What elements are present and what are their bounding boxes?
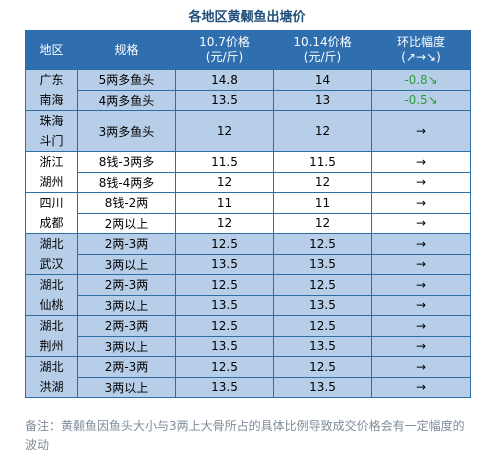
spec-cell: 3两以上 <box>77 253 176 275</box>
price-oct7-cell: 12 <box>175 110 274 152</box>
price-oct14-cell: 12 <box>273 212 372 234</box>
spec-cell: 2两-3两 <box>77 315 176 337</box>
table-row: 湖北 仙桃 2两-3两 12.5 12.5 → <box>25 274 471 316</box>
header-price-oct7: 10.7价格 (元/斤) <box>175 30 274 70</box>
price-oct14-cell: 12.5 <box>273 233 372 255</box>
price-oct7-cell: 13.5 <box>175 89 274 111</box>
spec-cell: 4两多鱼头 <box>77 89 176 111</box>
header-price-oct14: 10.14价格 (元/斤) <box>273 30 372 70</box>
change-cell: → <box>371 335 471 357</box>
table-body: 广东 南海 5两多鱼头 14.8 14 -0.8↘ 4两多鱼头 13.5 13 -0.5↘ 珠海 … <box>25 69 471 398</box>
price-oct14-cell: 13.5 <box>273 376 372 398</box>
change-cell: → <box>371 274 471 296</box>
spec-cell: 2两-3两 <box>77 274 176 296</box>
spec-cell: 3两以上 <box>77 294 176 316</box>
spec-cell: 2两-3两 <box>77 233 176 255</box>
table-row: 浙江 湖州 8钱-3两多 11.5 11.5 → <box>25 151 471 193</box>
price-oct7-cell: 14.8 <box>175 69 274 91</box>
spec-cell: 8钱-3两多 <box>77 151 176 173</box>
header-region: 地区 <box>25 30 78 70</box>
header-spec: 规格 <box>77 30 176 70</box>
price-oct7-cell: 12.5 <box>175 274 274 296</box>
table-row: 3两以上 13.5 13.5 → <box>26 335 471 357</box>
region-cell: 浙江 湖州 <box>25 151 78 193</box>
header-row: 地区 规格 10.7价格 (元/斤) 10.14价格 (元/斤) 环比幅度 (↗… <box>25 30 471 70</box>
table-row: 湖北 洪湖 2两-3两 12.5 12.5 → <box>25 356 471 398</box>
price-oct14-cell: 12.5 <box>273 274 372 296</box>
price-oct14-cell: 12 <box>273 110 372 152</box>
price-oct7-cell: 13.5 <box>175 376 274 398</box>
table-row: 广东 南海 5两多鱼头 14.8 14 -0.8↘ <box>25 69 471 111</box>
change-cell: → <box>371 171 471 193</box>
price-oct7-cell: 12.5 <box>175 233 274 255</box>
price-oct7-cell: 12.5 <box>175 356 274 378</box>
region-cell: 湖北 荆州 <box>25 315 78 357</box>
table-row: 8钱-4两多 12 12 → <box>26 171 471 193</box>
price-table: 地区 规格 10.7价格 (元/斤) 10.14价格 (元/斤) 环比幅度 (↗… <box>25 30 471 398</box>
price-oct14-cell: 12.5 <box>273 315 372 337</box>
price-oct7-cell: 12 <box>175 171 274 193</box>
price-oct14-cell: 11 <box>273 192 372 214</box>
table-row: 3两以上 13.5 13.5 → <box>26 376 471 398</box>
spec-cell: 3两以上 <box>77 376 176 398</box>
change-cell: → <box>371 192 471 214</box>
change-cell: → <box>371 233 471 255</box>
price-oct7-cell: 13.5 <box>175 294 274 316</box>
price-oct7-cell: 11 <box>175 192 274 214</box>
change-cell: → <box>371 151 471 173</box>
spec-cell: 8钱-4两多 <box>77 171 176 193</box>
spec-cell: 8钱-2两 <box>77 192 176 214</box>
change-cell: → <box>371 212 471 234</box>
spec-cell: 3两多鱼头 <box>77 110 176 152</box>
footnote: 备注：黄颡鱼因鱼头大小与3两上大骨所占的具体比例导致成交价格会有一定幅度的波动 <box>25 419 465 452</box>
region-cell: 湖北 仙桃 <box>25 274 78 316</box>
header-change: 环比幅度 (↗→↘) <box>371 30 471 70</box>
table-row: 3两以上 13.5 13.5 → <box>26 294 471 316</box>
region-cell: 四川 成都 <box>25 192 78 234</box>
price-oct7-cell: 12 <box>175 212 274 234</box>
spec-cell: 2两以上 <box>77 212 176 234</box>
change-cell: -0.8↘ <box>371 69 471 91</box>
price-oct14-cell: 13 <box>273 89 372 111</box>
change-cell: → <box>371 376 471 398</box>
price-oct14-cell: 14 <box>273 69 372 91</box>
price-oct14-cell: 12 <box>273 171 372 193</box>
table-title: 各地区黄颡鱼出塘价 <box>188 10 306 25</box>
change-cell: -0.5↘ <box>371 89 471 111</box>
price-oct7-cell: 13.5 <box>175 335 274 357</box>
table-row: 湖北 武汉 2两-3两 12.5 12.5 → <box>25 233 471 275</box>
price-oct7-cell: 12.5 <box>175 315 274 337</box>
spec-cell: 2两-3两 <box>77 356 176 378</box>
change-cell: → <box>371 110 471 152</box>
region-cell: 湖北 武汉 <box>25 233 78 275</box>
table-row: 2两以上 12 12 → <box>26 212 471 234</box>
table-row: 湖北 荆州 2两-3两 12.5 12.5 → <box>25 315 471 357</box>
price-oct14-cell: 13.5 <box>273 335 372 357</box>
region-cell: 湖北 洪湖 <box>25 356 78 398</box>
change-cell: → <box>371 315 471 337</box>
table-row: 珠海 斗门 3两多鱼头 12 12 → <box>25 110 471 152</box>
price-oct7-cell: 11.5 <box>175 151 274 173</box>
price-oct14-cell: 11.5 <box>273 151 372 173</box>
change-cell: → <box>371 356 471 378</box>
region-cell: 广东 南海 <box>25 69 78 111</box>
table-row: 四川 成都 8钱-2两 11 11 → <box>25 192 471 234</box>
price-oct14-cell: 13.5 <box>273 253 372 275</box>
change-cell: → <box>371 253 471 275</box>
price-oct14-cell: 13.5 <box>273 294 372 316</box>
spec-cell: 3两以上 <box>77 335 176 357</box>
change-cell: → <box>371 294 471 316</box>
table-row: 4两多鱼头 13.5 13 -0.5↘ <box>26 89 471 111</box>
price-oct7-cell: 13.5 <box>175 253 274 275</box>
spec-cell: 5两多鱼头 <box>77 69 176 91</box>
region-cell: 珠海 斗门 <box>25 110 78 152</box>
price-oct14-cell: 12.5 <box>273 356 372 378</box>
table-row: 3两以上 13.5 13.5 → <box>26 253 471 275</box>
